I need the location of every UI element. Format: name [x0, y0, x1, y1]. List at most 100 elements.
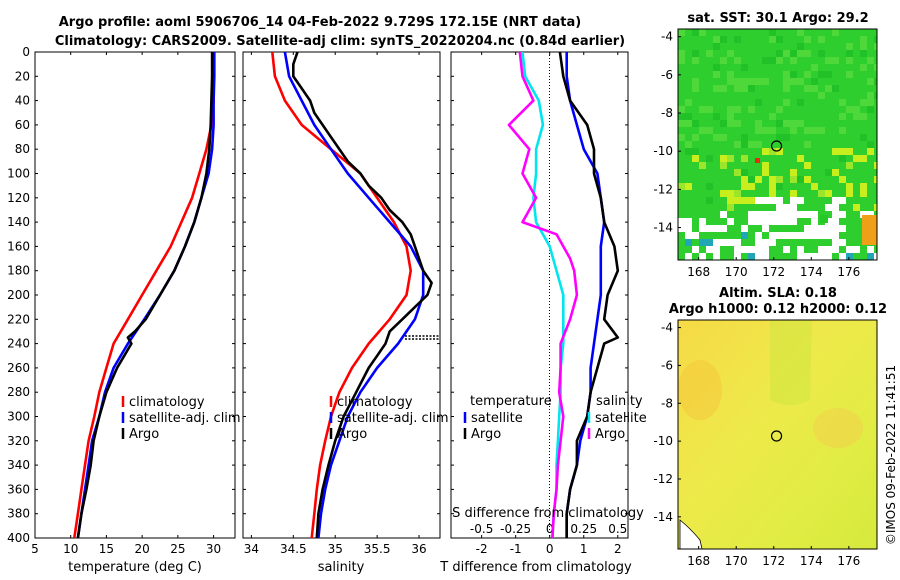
sst-cell: [755, 253, 762, 260]
sst-cell: [860, 183, 867, 190]
sst-cell: [734, 141, 741, 148]
sst-cell: [783, 85, 790, 92]
sst-cell: [685, 225, 692, 232]
sst-cell: [825, 253, 832, 260]
difference-axes-frame: [450, 51, 629, 539]
sst-cell: [755, 239, 762, 246]
map-lon-tick-label: 168: [687, 265, 710, 279]
sst-cell: [783, 78, 790, 85]
map-lat-tick-label: -6: [661, 358, 673, 372]
legend-label-climatology: climatology: [337, 395, 413, 410]
sst-warm-patch: [862, 215, 877, 245]
map-lon-tick-label: 176: [837, 554, 860, 568]
salinity-diff-tick-label: 0.5: [608, 522, 627, 536]
sst-cell: [741, 225, 748, 232]
sst-cell: [713, 113, 720, 120]
sst-cell: [874, 204, 877, 211]
map-lon-tick-label: 170: [725, 265, 748, 279]
depth-tick-label: 200: [7, 288, 30, 302]
map-lon-tick-label: 176: [837, 265, 860, 279]
depth-tick-label: 280: [7, 385, 30, 399]
sst-cell: [685, 120, 692, 127]
map-lat-tick-label: -14: [653, 221, 673, 235]
x-tick-label: 25: [170, 542, 185, 556]
sst-cell: [713, 71, 720, 78]
map-lat-tick-label: -8: [661, 106, 673, 120]
argo-location-marker: [770, 140, 783, 152]
sla-map-title-line1: Altim. SLA: 0.18: [719, 286, 837, 301]
series-line-temperature-satellite: [565, 52, 606, 538]
sst-cell: [713, 239, 720, 246]
sst-cell: [818, 232, 825, 239]
sst-cell: [720, 239, 727, 246]
sst-cell: [804, 253, 811, 260]
map-lon-tick-label: 170: [725, 554, 748, 568]
sst-cell: [790, 211, 797, 218]
series-line-argo: [76, 52, 214, 538]
sst-cell: [727, 120, 734, 127]
sst-cell: [706, 106, 713, 113]
sst-cell: [755, 176, 762, 183]
sst-cell: [804, 176, 811, 183]
sst-cell: [762, 162, 769, 169]
sst-cell: [797, 232, 804, 239]
sst-cell: [692, 120, 699, 127]
sst-cell: [713, 134, 720, 141]
sst-cell: [811, 211, 818, 218]
sst-cell: [769, 176, 776, 183]
sst-cell: [846, 71, 853, 78]
sst-cell: [783, 211, 790, 218]
sst-cell: [762, 57, 769, 64]
sst-cell: [678, 113, 685, 120]
sst-cell: [790, 218, 797, 225]
sla-map-high-anomaly-2: [813, 408, 863, 448]
sst-cell: [755, 127, 762, 134]
salinity-legend: climatology satellite-adj. clim Argo: [329, 395, 449, 442]
legend-label-satellite: satellite-adj. clim: [337, 411, 449, 426]
sst-cell: [706, 197, 713, 204]
x-tick-label: 34: [244, 542, 259, 556]
sst-cell: [678, 225, 685, 232]
salinity-diff-tick-label: -0.5: [470, 522, 493, 536]
sst-map-ytick-labels: -4 -6 -8 -10 -12 -14: [653, 30, 681, 235]
sst-cell: [769, 239, 776, 246]
sst-cell: [776, 50, 783, 57]
sst-cell: [769, 148, 776, 155]
sst-cell: [818, 246, 825, 253]
sst-cell: [755, 120, 762, 127]
legend-label-temp-argo: Argo: [471, 427, 501, 442]
sst-cell: [685, 183, 692, 190]
sst-cell: [797, 197, 804, 204]
figure-title-line2: Climatology: CARS2009. Satellite-adj cli…: [55, 34, 625, 49]
sst-cell: [860, 50, 867, 57]
depth-tick-label: 180: [7, 264, 30, 278]
sst-cell: [783, 232, 790, 239]
sst-cell: [713, 253, 720, 260]
sst-cell: [846, 162, 853, 169]
sst-cell: [692, 57, 699, 64]
sst-cell: [727, 113, 734, 120]
x-tick-label: 0: [546, 542, 554, 556]
sst-cell: [860, 64, 867, 71]
x-tick-label: 35: [328, 542, 343, 556]
sst-cell: [804, 127, 811, 134]
sst-cell: [867, 99, 874, 106]
sst-cell: [853, 246, 860, 253]
sst-map-panel: sat. SST: 30.1 Argo: 29.2 168 170 172 174 17…: [653, 11, 878, 279]
sst-cell: [790, 169, 797, 176]
sst-cell: [706, 127, 713, 134]
sst-cell: [860, 134, 867, 141]
sst-cell: [818, 190, 825, 197]
sst-cell: [699, 106, 706, 113]
salinity-axes-frame: [242, 51, 441, 539]
sst-cell: [797, 78, 804, 85]
sst-cell: [755, 141, 762, 148]
sst-cell: [804, 225, 811, 232]
sst-cell: [811, 78, 818, 85]
x-tick-label: 30: [206, 542, 221, 556]
sst-cell: [818, 92, 825, 99]
sst-cell: [874, 92, 877, 99]
sst-cell: [692, 50, 699, 57]
depth-tick-label: 140: [7, 215, 30, 229]
